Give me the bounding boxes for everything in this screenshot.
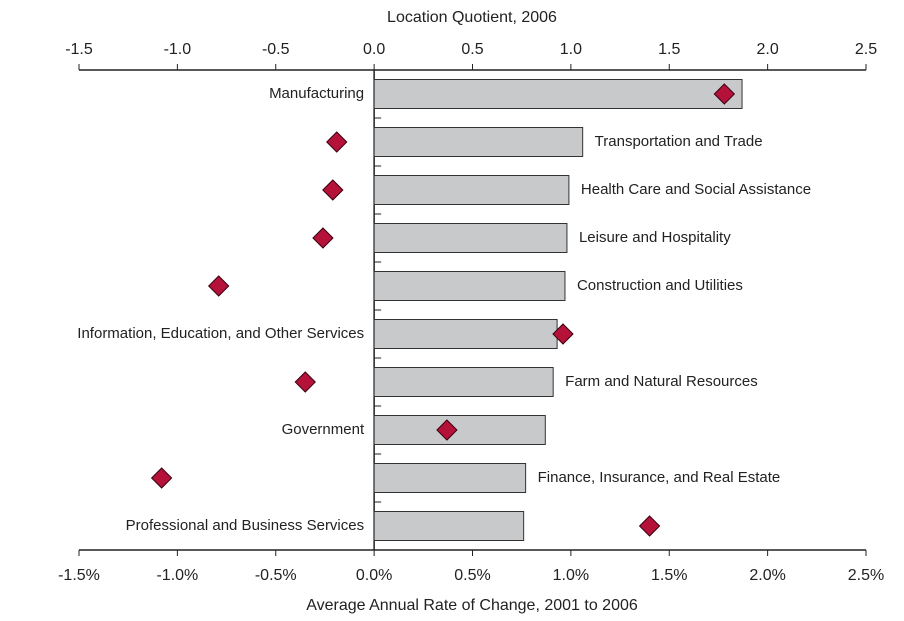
bar bbox=[373, 271, 566, 301]
diamond-marker bbox=[294, 371, 316, 393]
category-label: Health Care and Social Assistance bbox=[581, 181, 811, 198]
bar bbox=[373, 415, 546, 445]
category-label: Transportation and Trade bbox=[595, 133, 763, 150]
diamond-marker bbox=[207, 275, 230, 297]
bottom-tick-label: 0.0% bbox=[356, 567, 392, 584]
top-tick-label: -0.5 bbox=[262, 41, 290, 58]
diamond-marker bbox=[322, 179, 344, 201]
top-tick-label: 0.0 bbox=[363, 41, 385, 58]
category-label: Finance, Insurance, and Real Estate bbox=[538, 469, 781, 486]
category-label: Leisure and Hospitality bbox=[579, 229, 731, 246]
category-label: Professional and Business Services bbox=[126, 517, 364, 534]
diamond-marker bbox=[436, 419, 458, 441]
bar bbox=[373, 79, 743, 109]
bar bbox=[373, 463, 527, 493]
bottom-tick-label: -0.5% bbox=[255, 567, 297, 584]
bottom-tick-label: -1.5% bbox=[58, 567, 100, 584]
bar bbox=[373, 127, 584, 157]
category-label: Construction and Utilities bbox=[577, 277, 743, 294]
category-label: Government bbox=[282, 421, 365, 438]
bottom-tick-label: 1.5% bbox=[651, 567, 687, 584]
bottom-axis-title: Average Annual Rate of Change, 2001 to 2… bbox=[306, 597, 638, 614]
bottom-tick-label: 0.5% bbox=[454, 567, 490, 584]
diamond-marker bbox=[326, 131, 348, 153]
diamond-marker bbox=[150, 467, 173, 489]
top-tick-label: -1.0 bbox=[164, 41, 192, 58]
top-tick-label: 0.5 bbox=[461, 41, 483, 58]
bar bbox=[373, 223, 568, 253]
bottom-tick-label: 2.5% bbox=[848, 567, 884, 584]
top-tick-label: 2.0 bbox=[757, 41, 779, 58]
top-tick-label: 1.0 bbox=[560, 41, 582, 58]
diamond-marker bbox=[552, 323, 574, 345]
diamond-marker bbox=[638, 515, 661, 537]
diamond-marker bbox=[713, 83, 736, 105]
bar bbox=[373, 511, 525, 541]
bottom-tick-label: 2.0% bbox=[749, 567, 785, 584]
top-tick-label: 2.5 bbox=[855, 41, 877, 58]
bar bbox=[373, 367, 554, 397]
category-label: Manufacturing bbox=[269, 85, 364, 102]
bottom-tick-label: -1.0% bbox=[156, 567, 198, 584]
diamond-marker bbox=[312, 227, 334, 249]
bottom-tick-label: 1.0% bbox=[553, 567, 589, 584]
top-tick-label: -1.5 bbox=[65, 41, 93, 58]
top-axis-title: Location Quotient, 2006 bbox=[387, 9, 557, 26]
top-tick-label: 1.5 bbox=[658, 41, 680, 58]
bar bbox=[373, 175, 570, 205]
category-label: Farm and Natural Resources bbox=[565, 373, 758, 390]
bar bbox=[373, 319, 558, 349]
category-label: Information, Education, and Other Servic… bbox=[77, 325, 364, 342]
